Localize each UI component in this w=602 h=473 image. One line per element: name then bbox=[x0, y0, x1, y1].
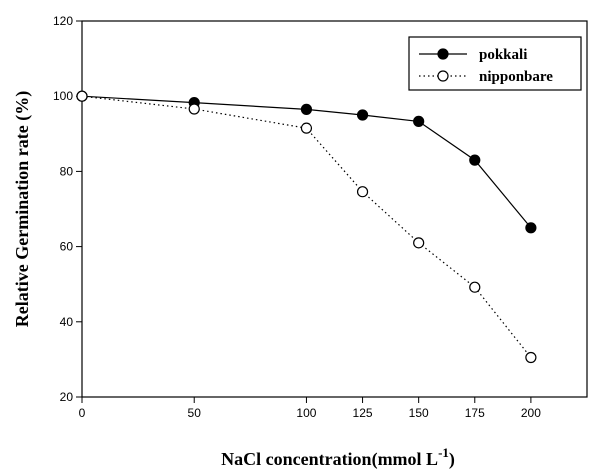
x-axis-title-main: NaCl concentration(mmol L bbox=[221, 449, 438, 470]
data-point-pokkali bbox=[300, 103, 313, 115]
legend: pokkali nipponbare bbox=[408, 36, 582, 91]
x-tick-label: 100 bbox=[296, 406, 316, 420]
data-point-nipponbare bbox=[356, 186, 369, 198]
data-point-nipponbare bbox=[413, 237, 425, 249]
legend-label-pokkali: pokkali bbox=[479, 47, 527, 63]
legend-marker-pokkali bbox=[437, 48, 449, 60]
data-point-nipponbare bbox=[525, 351, 537, 364]
data-point-nipponbare bbox=[469, 281, 481, 293]
data-point-pokkali bbox=[469, 154, 481, 166]
x-axis-title: NaCl concentration(mmol L-1) bbox=[221, 445, 455, 470]
x-tick-label: 0 bbox=[79, 406, 86, 420]
x-axis-title-close: ) bbox=[449, 449, 455, 470]
y-axis-title: Relative Germination rate (%) bbox=[12, 91, 33, 327]
axis-ticks: 20 40 60 80 100 120 0 50 100 125 150 175 200 bbox=[53, 14, 541, 420]
y-tick-label: 60 bbox=[60, 240, 74, 254]
y-tick-label: 120 bbox=[53, 14, 73, 28]
x-tick-label: 50 bbox=[188, 406, 202, 420]
data-point-pokkali bbox=[525, 222, 537, 234]
data-point-nipponbare bbox=[188, 103, 200, 115]
x-tick-label: 125 bbox=[353, 406, 373, 420]
legend-label-nipponbare: nipponbare bbox=[479, 69, 553, 85]
x-axis-title-superscript: -1 bbox=[438, 445, 449, 460]
data-point-pokkali bbox=[356, 109, 369, 121]
x-tick-label: 150 bbox=[409, 406, 429, 420]
legend-marker-nipponbare bbox=[437, 70, 449, 82]
data-point-pokkali bbox=[413, 115, 425, 127]
data-point-nipponbare bbox=[76, 90, 88, 102]
data-point-nipponbare bbox=[300, 122, 313, 134]
series-group bbox=[76, 90, 537, 364]
y-tick-label: 80 bbox=[60, 164, 74, 178]
y-tick-label: 100 bbox=[53, 89, 73, 103]
y-tick-label: 20 bbox=[60, 390, 74, 404]
y-tick-label: 40 bbox=[60, 315, 74, 329]
legend-box bbox=[408, 36, 582, 91]
x-tick-label: 175 bbox=[465, 406, 485, 420]
x-tick-label: 200 bbox=[521, 406, 541, 420]
